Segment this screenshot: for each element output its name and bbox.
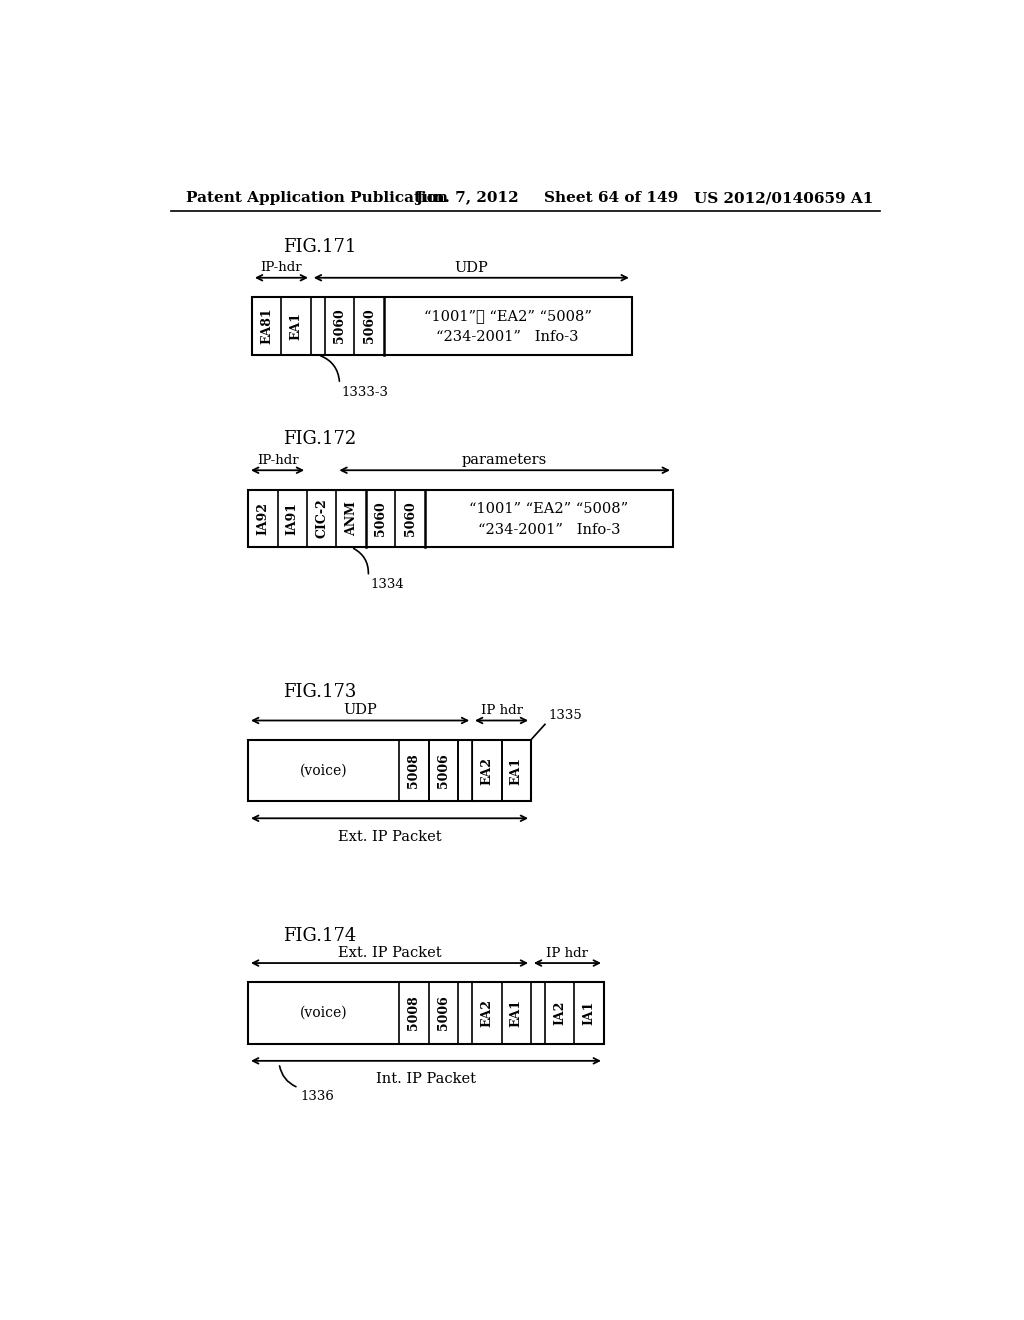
Text: 5006: 5006: [437, 995, 450, 1031]
Bar: [248, 490, 673, 548]
Text: FIG.171: FIG.171: [283, 238, 356, 256]
Text: IP hdr: IP hdr: [547, 946, 589, 960]
Text: (voice): (voice): [300, 1006, 347, 1020]
Text: 1333-3: 1333-3: [341, 385, 388, 399]
Text: “234-2001”   Info-3: “234-2001” Info-3: [477, 523, 621, 537]
Text: EA2: EA2: [480, 999, 494, 1027]
Text: “1001” “EA2” “5008”: “1001” “EA2” “5008”: [469, 502, 629, 516]
Text: IA2: IA2: [553, 1001, 566, 1026]
Text: 5060: 5060: [403, 502, 417, 536]
Text: IP-hdr: IP-hdr: [257, 454, 298, 467]
Text: 1336: 1336: [300, 1090, 334, 1104]
Text: Ext. IP Packet: Ext. IP Packet: [338, 830, 441, 843]
Text: UDP: UDP: [343, 704, 377, 718]
Text: EA1: EA1: [510, 999, 523, 1027]
Text: EA1: EA1: [510, 756, 523, 784]
Text: Ext. IP Packet: Ext. IP Packet: [338, 946, 441, 960]
Text: 5060: 5060: [333, 309, 346, 343]
Text: IP-hdr: IP-hdr: [261, 261, 302, 275]
Text: FIG.172: FIG.172: [283, 430, 356, 449]
Text: 5008: 5008: [408, 754, 421, 788]
Bar: [248, 739, 531, 801]
Text: EA2: EA2: [480, 756, 494, 784]
Text: EA1: EA1: [290, 312, 303, 339]
Text: UDP: UDP: [455, 261, 488, 275]
Text: FIG.174: FIG.174: [283, 927, 356, 945]
Text: IA1: IA1: [583, 1001, 596, 1026]
Bar: [248, 982, 604, 1044]
Text: Int. IP Packet: Int. IP Packet: [376, 1072, 476, 1086]
Text: IP hdr: IP hdr: [480, 704, 522, 717]
Text: “234-2001”   Info-3: “234-2001” Info-3: [436, 330, 579, 345]
Text: Patent Application Publication: Patent Application Publication: [186, 191, 449, 206]
Text: CIC-2: CIC-2: [315, 499, 329, 539]
Text: parameters: parameters: [462, 453, 547, 467]
Text: ANM: ANM: [345, 500, 357, 536]
Text: 5060: 5060: [362, 309, 376, 343]
Text: 5006: 5006: [437, 754, 450, 788]
Text: 5060: 5060: [374, 502, 387, 536]
Text: Sheet 64 of 149: Sheet 64 of 149: [544, 191, 679, 206]
Text: EA81: EA81: [260, 308, 273, 345]
Text: 1335: 1335: [548, 709, 582, 722]
Text: (voice): (voice): [300, 763, 347, 777]
Text: US 2012/0140659 A1: US 2012/0140659 A1: [693, 191, 873, 206]
Text: IA92: IA92: [256, 502, 269, 535]
Text: 5008: 5008: [408, 995, 421, 1031]
Text: IA91: IA91: [286, 502, 299, 535]
Text: “1001”、 “EA2” “5008”: “1001”、 “EA2” “5008”: [424, 309, 592, 323]
Bar: [252, 297, 632, 355]
Text: 1334: 1334: [371, 578, 404, 591]
Text: Jun. 7, 2012: Jun. 7, 2012: [415, 191, 518, 206]
Text: FIG.173: FIG.173: [283, 682, 356, 701]
